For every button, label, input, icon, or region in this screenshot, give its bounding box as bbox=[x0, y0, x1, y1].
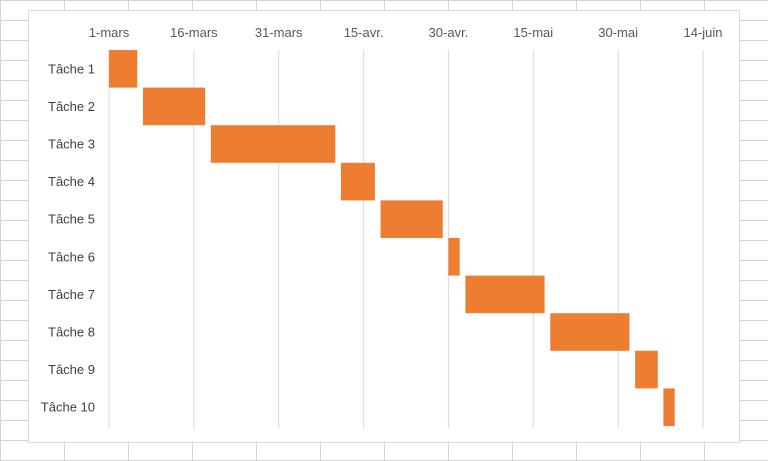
task-bar bbox=[142, 87, 206, 126]
x-tick-label: 16-mars bbox=[170, 25, 218, 40]
task-label: Tâche 8 bbox=[48, 325, 95, 340]
task-label: Tâche 2 bbox=[48, 99, 95, 114]
task-label: Tâche 6 bbox=[48, 249, 95, 264]
task-bar bbox=[340, 162, 375, 201]
task-label: Tâche 7 bbox=[48, 287, 95, 302]
task-label: Tâche 10 bbox=[41, 400, 95, 415]
x-tick-label: 15-avr. bbox=[344, 25, 384, 40]
x-tick-label: 30-mai bbox=[598, 25, 638, 40]
task-bar bbox=[109, 50, 138, 88]
task-bar bbox=[550, 313, 630, 351]
task-bar bbox=[663, 388, 675, 426]
task-bar bbox=[465, 275, 545, 314]
x-tick-label: 15-mai bbox=[513, 25, 553, 40]
task-bar bbox=[635, 350, 658, 389]
chart-area: 1-mars 16-mars 31-mars 15-avr. 30-avr. 15-mai… bbox=[28, 10, 740, 443]
task-bar bbox=[448, 238, 460, 276]
x-tick-label: 31-mars bbox=[255, 25, 303, 40]
task-label: Tâche 3 bbox=[48, 137, 95, 152]
task-bar bbox=[210, 125, 336, 163]
task-label: Tâche 9 bbox=[48, 362, 95, 377]
gantt-chart: 1-mars 16-mars 31-mars 15-avr. 30-avr. 15-mai… bbox=[41, 25, 723, 428]
task-label: Tâche 1 bbox=[48, 61, 95, 76]
task-bar bbox=[380, 200, 443, 238]
task-label: Tâche 5 bbox=[48, 212, 95, 227]
x-tick-label: 30-avr. bbox=[429, 25, 469, 40]
x-tick-label: 14-juin bbox=[683, 25, 722, 40]
task-label: Tâche 4 bbox=[48, 174, 95, 189]
x-tick-label: 1-mars bbox=[89, 25, 130, 40]
